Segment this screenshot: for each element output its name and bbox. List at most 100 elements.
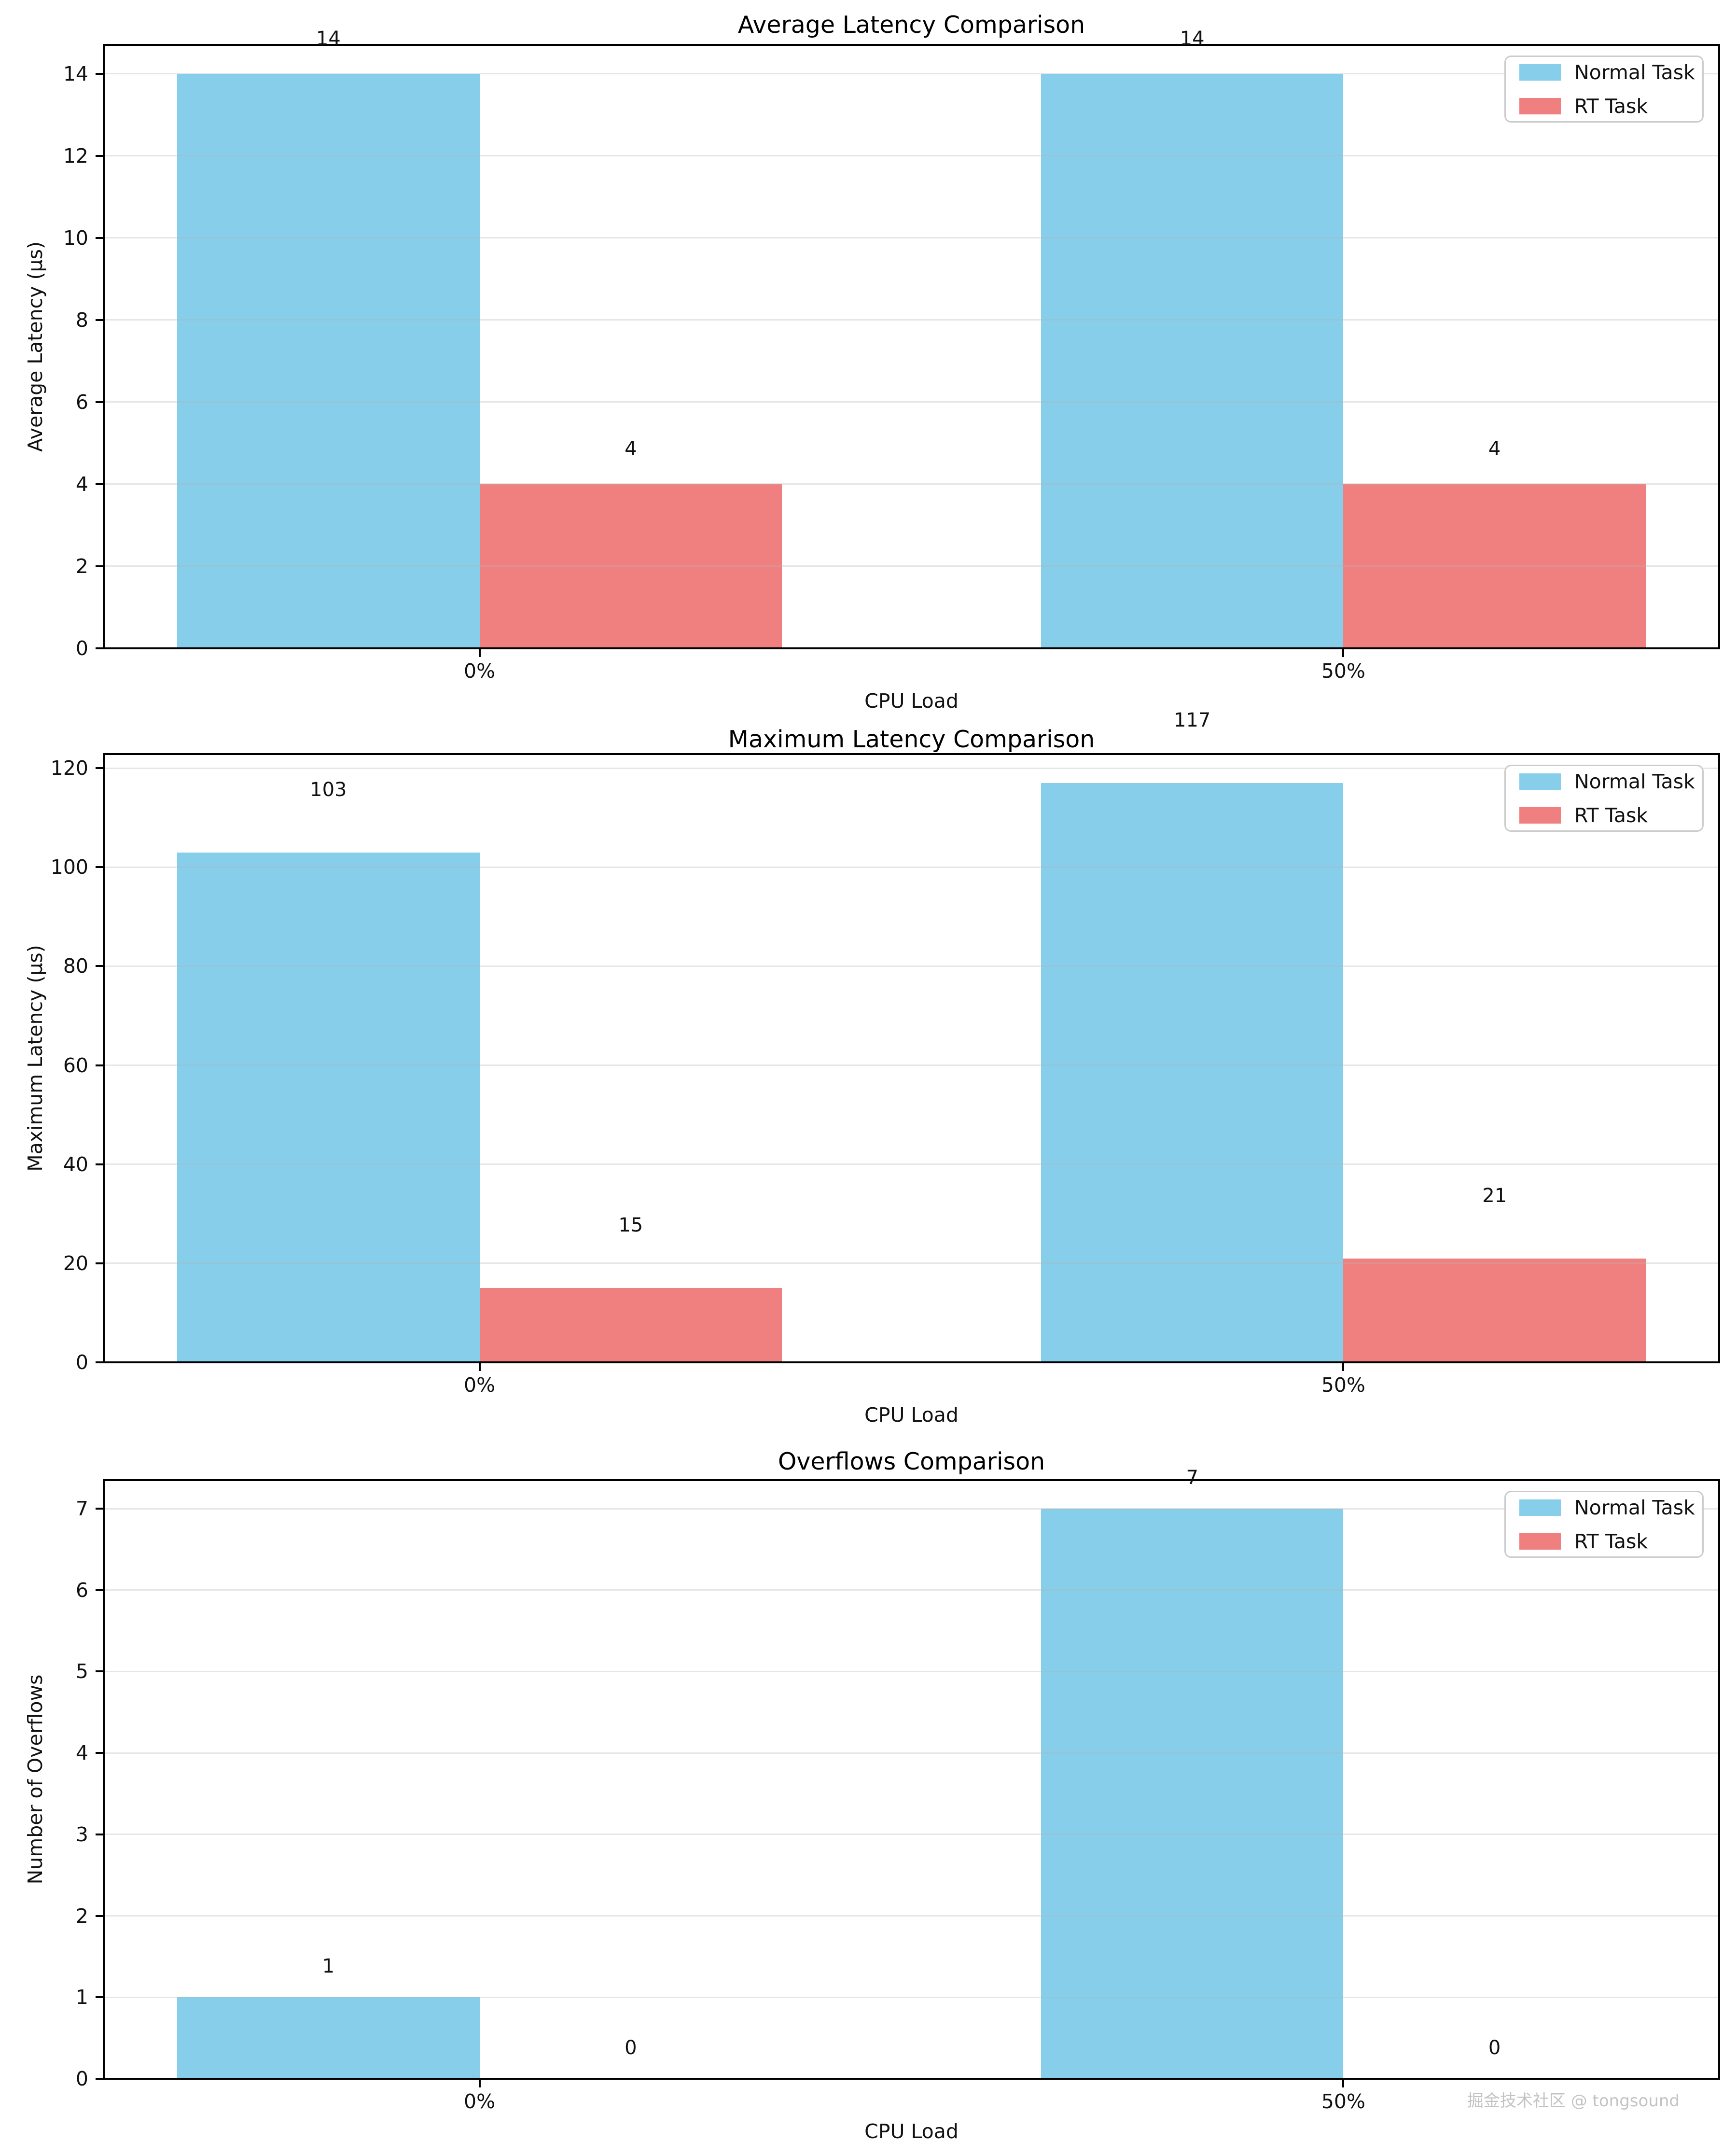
chart-title: Overflows Comparison <box>778 1448 1045 1475</box>
left-spine <box>103 44 105 649</box>
gridline <box>104 1589 1719 1591</box>
legend: Normal Task RT Task <box>1504 1491 1704 1558</box>
bar-value-label: 21 <box>1482 1184 1507 1207</box>
gridline <box>104 1508 1719 1510</box>
left-spine <box>103 753 105 1363</box>
x-tick-mark <box>1342 2080 1345 2087</box>
bar-value-label: 4 <box>1488 437 1501 460</box>
y-tick-label: 4 <box>75 472 88 496</box>
legend-label: RT Task <box>1574 1529 1648 1553</box>
y-tick-label: 60 <box>63 1053 88 1077</box>
y-tick-mark <box>96 1163 104 1165</box>
top-spine <box>103 1479 1720 1481</box>
y-tick-mark <box>96 1833 104 1835</box>
bar-value-label: 14 <box>316 27 341 50</box>
y-tick-mark <box>96 1589 104 1591</box>
y-tick-mark <box>96 1752 104 1754</box>
bar-value-label: 14 <box>1180 27 1205 50</box>
legend-item-normal-task: Normal Task <box>1519 1497 1695 1519</box>
y-tick-mark <box>96 647 104 649</box>
y-tick-mark <box>96 154 104 157</box>
x-axis-label: CPU Load <box>864 689 959 713</box>
y-tick-label: 1 <box>75 1986 88 2009</box>
y-tick-mark <box>96 2078 104 2080</box>
gridline <box>104 1670 1719 1672</box>
x-tick-mark <box>478 2080 481 2087</box>
gridline <box>104 1915 1719 1917</box>
y-tick-label: 2 <box>75 1904 88 1928</box>
bar-rt-task-0% <box>479 484 782 648</box>
x-tick-label: 50% <box>1321 2090 1365 2113</box>
y-tick-mark <box>96 1064 104 1066</box>
y-tick-mark <box>96 965 104 967</box>
y-tick-mark <box>96 483 104 485</box>
normal-task-swatch <box>1519 64 1561 81</box>
legend-label: Normal Task <box>1574 1496 1695 1519</box>
y-tick-label: 6 <box>75 1578 88 1602</box>
y-tick-label: 0 <box>75 637 88 660</box>
gridline <box>104 237 1719 239</box>
x-tick-label: 50% <box>1321 1373 1365 1397</box>
y-tick-mark <box>96 319 104 321</box>
y-tick-label: 2 <box>75 554 88 578</box>
right-spine <box>1718 753 1720 1363</box>
top-spine <box>103 44 1720 46</box>
y-tick-mark <box>96 565 104 567</box>
gridline <box>104 401 1719 403</box>
normal-task-swatch <box>1519 773 1561 790</box>
legend-item-normal-task: Normal Task <box>1519 61 1695 84</box>
y-tick-label: 4 <box>75 1741 88 1765</box>
top-spine <box>103 753 1720 755</box>
x-tick-label: 0% <box>464 659 496 683</box>
y-tick-mark <box>96 1508 104 1510</box>
y-tick-mark <box>96 72 104 75</box>
normal-task-swatch <box>1519 1499 1561 1516</box>
bottom-spine <box>103 1361 1720 1363</box>
rt-task-swatch <box>1519 1533 1561 1550</box>
y-tick-label: 3 <box>75 1822 88 1846</box>
x-axis-label: CPU Load <box>864 2120 959 2143</box>
gridline <box>104 1262 1719 1264</box>
chart-title: Average Latency Comparison <box>737 11 1085 39</box>
bar-rt-task-50% <box>1343 1258 1646 1362</box>
gridline <box>104 965 1719 967</box>
bar-normal-task-50% <box>1041 73 1344 648</box>
y-tick-mark <box>96 1670 104 1673</box>
y-tick-label: 5 <box>75 1660 88 1683</box>
y-tick-label: 20 <box>63 1251 88 1275</box>
y-tick-mark <box>96 237 104 239</box>
gridline <box>104 866 1719 868</box>
bar-normal-task-50% <box>1041 783 1344 1362</box>
gridline <box>104 1064 1719 1066</box>
bar-normal-task-0% <box>177 852 480 1362</box>
x-tick-mark <box>1342 649 1345 657</box>
x-tick-label: 0% <box>464 2090 496 2113</box>
gridline <box>104 1752 1719 1754</box>
y-tick-mark <box>96 1361 104 1363</box>
y-tick-mark <box>96 1262 104 1264</box>
bar-value-label: 1 <box>322 1955 335 1978</box>
legend-item-rt-task: RT Task <box>1519 804 1689 826</box>
y-tick-mark <box>96 866 104 868</box>
legend-label: Normal Task <box>1574 770 1695 793</box>
legend-label: RT Task <box>1574 803 1648 827</box>
y-tick-label: 80 <box>63 954 88 978</box>
x-tick-mark <box>478 649 481 657</box>
bar-value-label: 0 <box>625 2036 637 2059</box>
y-tick-label: 6 <box>75 390 88 414</box>
right-spine <box>1718 44 1720 649</box>
y-tick-label: 0 <box>75 1351 88 1374</box>
legend-item-rt-task: RT Task <box>1519 95 1689 117</box>
legend-item-rt-task: RT Task <box>1519 1530 1689 1553</box>
y-tick-label: 100 <box>50 855 88 879</box>
watermark: 掘金技术社区 @ tongsound <box>1467 2091 1680 2111</box>
legend-item-normal-task: Normal Task <box>1519 770 1695 793</box>
y-tick-mark <box>96 401 104 403</box>
y-tick-label: 120 <box>50 756 88 780</box>
gridline <box>104 767 1719 769</box>
legend: Normal Task RT Task <box>1504 765 1704 832</box>
bottom-spine <box>103 2078 1720 2080</box>
